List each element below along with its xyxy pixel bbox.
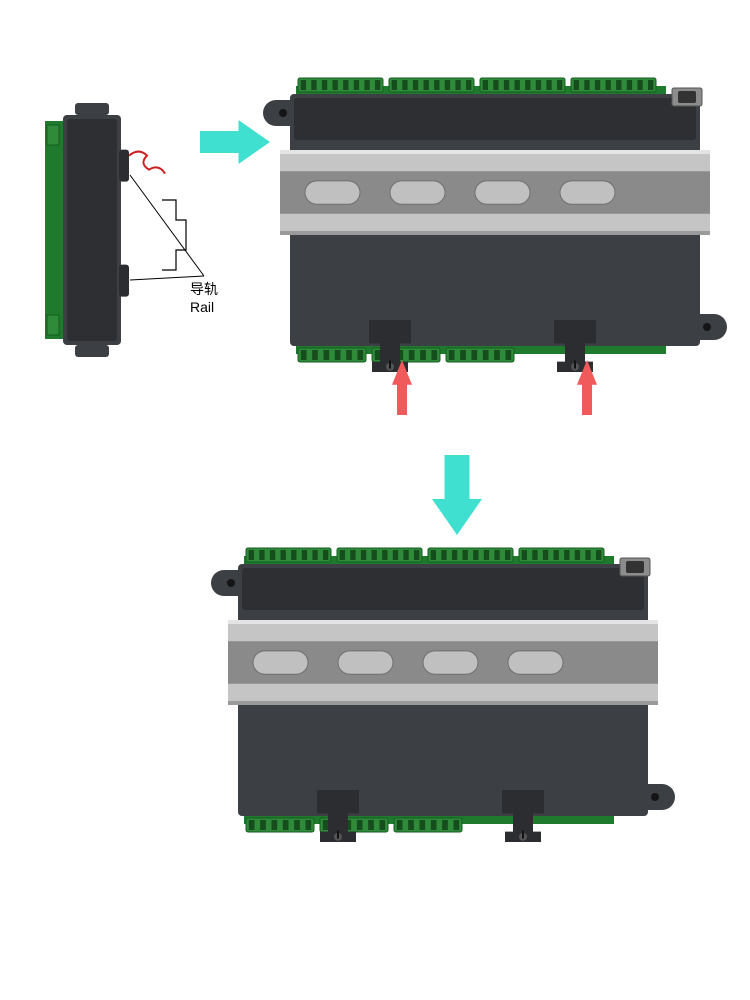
rail-label-zh: 导轨 xyxy=(190,281,218,297)
side-module xyxy=(45,103,204,357)
arrow-step-down xyxy=(432,455,482,535)
module-top xyxy=(263,78,727,372)
rail-label: 导轨 Rail xyxy=(190,280,218,316)
rail-label-en: Rail xyxy=(190,299,214,315)
module-bottom xyxy=(211,548,675,842)
arrow-insert xyxy=(200,120,270,164)
